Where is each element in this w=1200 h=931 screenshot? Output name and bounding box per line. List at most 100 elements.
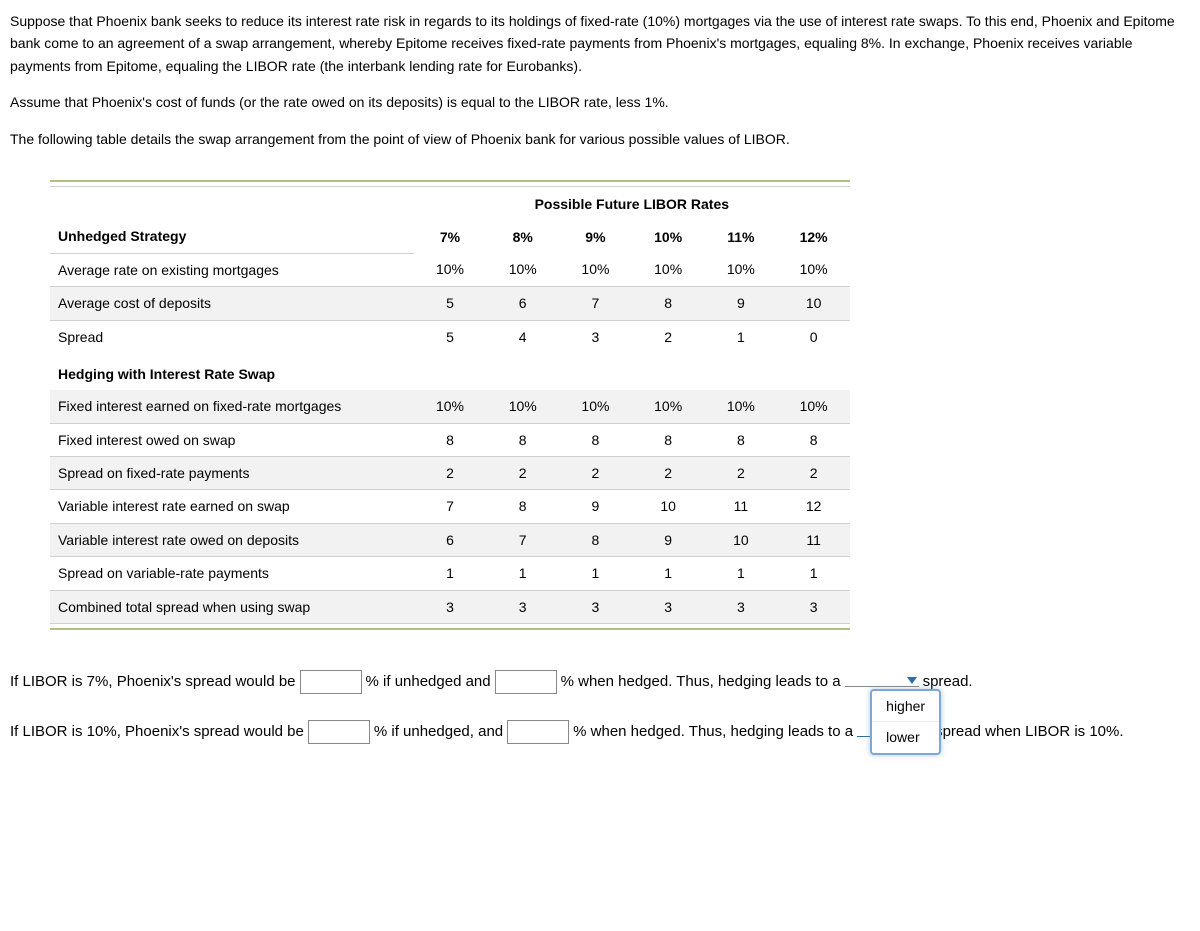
table-row: Average rate on existing mortgages10%10%… <box>50 253 850 286</box>
table-row: Variable interest rate owed on deposits6… <box>50 523 850 556</box>
cell-value: 3 <box>632 590 705 623</box>
cell-value: 2 <box>486 457 559 490</box>
col-header: 8% <box>486 220 559 253</box>
cell-value: 2 <box>632 457 705 490</box>
cell-value: 9 <box>559 490 632 523</box>
row-label: Average cost of deposits <box>50 287 414 320</box>
row-label: Fixed interest earned on fixed-rate mort… <box>50 390 414 423</box>
cell-value: 8 <box>632 423 705 456</box>
cell-value: 6 <box>486 287 559 320</box>
cell-value: 1 <box>632 557 705 590</box>
cell-value: 8 <box>559 523 632 556</box>
cell-value: 8 <box>414 423 487 456</box>
col-header: 10% <box>632 220 705 253</box>
col-header: 7% <box>414 220 487 253</box>
intro-paragraph-1: Suppose that Phoenix bank seeks to reduc… <box>10 10 1190 77</box>
cell-value: 10% <box>559 390 632 423</box>
cell-value: 10% <box>705 390 778 423</box>
cell-value: 3 <box>559 590 632 623</box>
cell-value: 11 <box>705 490 778 523</box>
table-superheader: Possible Future LIBOR Rates <box>414 187 850 220</box>
cell-value: 9 <box>705 287 778 320</box>
cell-value: 2 <box>559 457 632 490</box>
dropdown-option-lower[interactable]: lower <box>872 721 939 752</box>
intro-paragraph-2: Assume that Phoenix's cost of funds (or … <box>10 91 1190 113</box>
cell-value: 8 <box>559 423 632 456</box>
cell-value: 10% <box>414 253 487 286</box>
cell-value: 3 <box>559 320 632 353</box>
row-label: Variable interest rate owed on deposits <box>50 523 414 556</box>
dropdown-option-higher[interactable]: higher <box>872 691 939 721</box>
cell-value: 1 <box>777 557 850 590</box>
cell-value: 8 <box>486 423 559 456</box>
row-label: Spread on variable-rate payments <box>50 557 414 590</box>
q2-text-1: If LIBOR is 10%, Phoenix's spread would … <box>10 720 304 744</box>
q2-text-4: spread when LIBOR is 10%. <box>935 720 1123 744</box>
q1-blank-hedged[interactable] <box>495 670 557 694</box>
cell-value: 12 <box>777 490 850 523</box>
cell-value: 1 <box>559 557 632 590</box>
cell-value: 6 <box>414 523 487 556</box>
cell-value: 10% <box>777 253 850 286</box>
row-label: Fixed interest owed on swap <box>50 423 414 456</box>
cell-value: 1 <box>486 557 559 590</box>
cell-value: 1 <box>414 557 487 590</box>
cell-value: 2 <box>632 320 705 353</box>
table-row: Variable interest rate earned on swap789… <box>50 490 850 523</box>
cell-value: 3 <box>486 590 559 623</box>
table-row: Spread on fixed-rate payments222222 <box>50 457 850 490</box>
cell-value: 10% <box>632 253 705 286</box>
q1-blank-unhedged[interactable] <box>300 670 362 694</box>
cell-value: 8 <box>486 490 559 523</box>
cell-value: 7 <box>414 490 487 523</box>
cell-value: 10 <box>632 490 705 523</box>
cell-value: 3 <box>777 590 850 623</box>
cell-value: 8 <box>777 423 850 456</box>
q1-dropdown[interactable] <box>845 677 919 687</box>
row-label: Combined total spread when using swap <box>50 590 414 623</box>
cell-value: 10% <box>486 390 559 423</box>
intro-paragraph-3: The following table details the swap arr… <box>10 128 1190 150</box>
cell-value: 9 <box>632 523 705 556</box>
col-header: 12% <box>777 220 850 253</box>
row-label: Spread <box>50 320 414 353</box>
cell-value: 10 <box>777 287 850 320</box>
cell-value: 7 <box>559 287 632 320</box>
section-unhedged-label: Unhedged Strategy <box>50 220 414 253</box>
cell-value: 1 <box>705 320 778 353</box>
cell-value: 10% <box>777 390 850 423</box>
chevron-down-icon <box>907 677 917 684</box>
cell-value: 2 <box>777 457 850 490</box>
table-row: Combined total spread when using swap333… <box>50 590 850 623</box>
cell-value: 10% <box>414 390 487 423</box>
cell-value: 5 <box>414 287 487 320</box>
q2-blank-hedged[interactable] <box>507 720 569 744</box>
question-1: If LIBOR is 7%, Phoenix's spread would b… <box>10 670 1190 694</box>
cell-value: 10 <box>705 523 778 556</box>
q2-text-3: % when hedged. Thus, hedging leads to a <box>573 720 853 744</box>
cell-value: 10% <box>559 253 632 286</box>
col-header: 11% <box>705 220 778 253</box>
cell-value: 11 <box>777 523 850 556</box>
q2-text-2: % if unhedged, and <box>374 720 503 744</box>
dropdown-popup: higher lower <box>870 689 941 755</box>
table-row: Spread543210 <box>50 320 850 353</box>
table-row: Fixed interest earned on fixed-rate mort… <box>50 390 850 423</box>
col-header: 9% <box>559 220 632 253</box>
cell-value: 4 <box>486 320 559 353</box>
table-row: Average cost of deposits5678910 <box>50 287 850 320</box>
row-label: Spread on fixed-rate payments <box>50 457 414 490</box>
cell-value: 2 <box>705 457 778 490</box>
cell-value: 2 <box>414 457 487 490</box>
table-row: Fixed interest owed on swap888888 <box>50 423 850 456</box>
cell-value: 10% <box>632 390 705 423</box>
q2-dropdown[interactable]: higher lower <box>857 727 931 737</box>
cell-value: 5 <box>414 320 487 353</box>
cell-value: 1 <box>705 557 778 590</box>
cell-value: 0 <box>777 320 850 353</box>
cell-value: 8 <box>632 287 705 320</box>
cell-value: 3 <box>414 590 487 623</box>
q2-blank-unhedged[interactable] <box>308 720 370 744</box>
table-row: Spread on variable-rate payments111111 <box>50 557 850 590</box>
q1-text-3: % when hedged. Thus, hedging leads to a <box>561 670 841 694</box>
